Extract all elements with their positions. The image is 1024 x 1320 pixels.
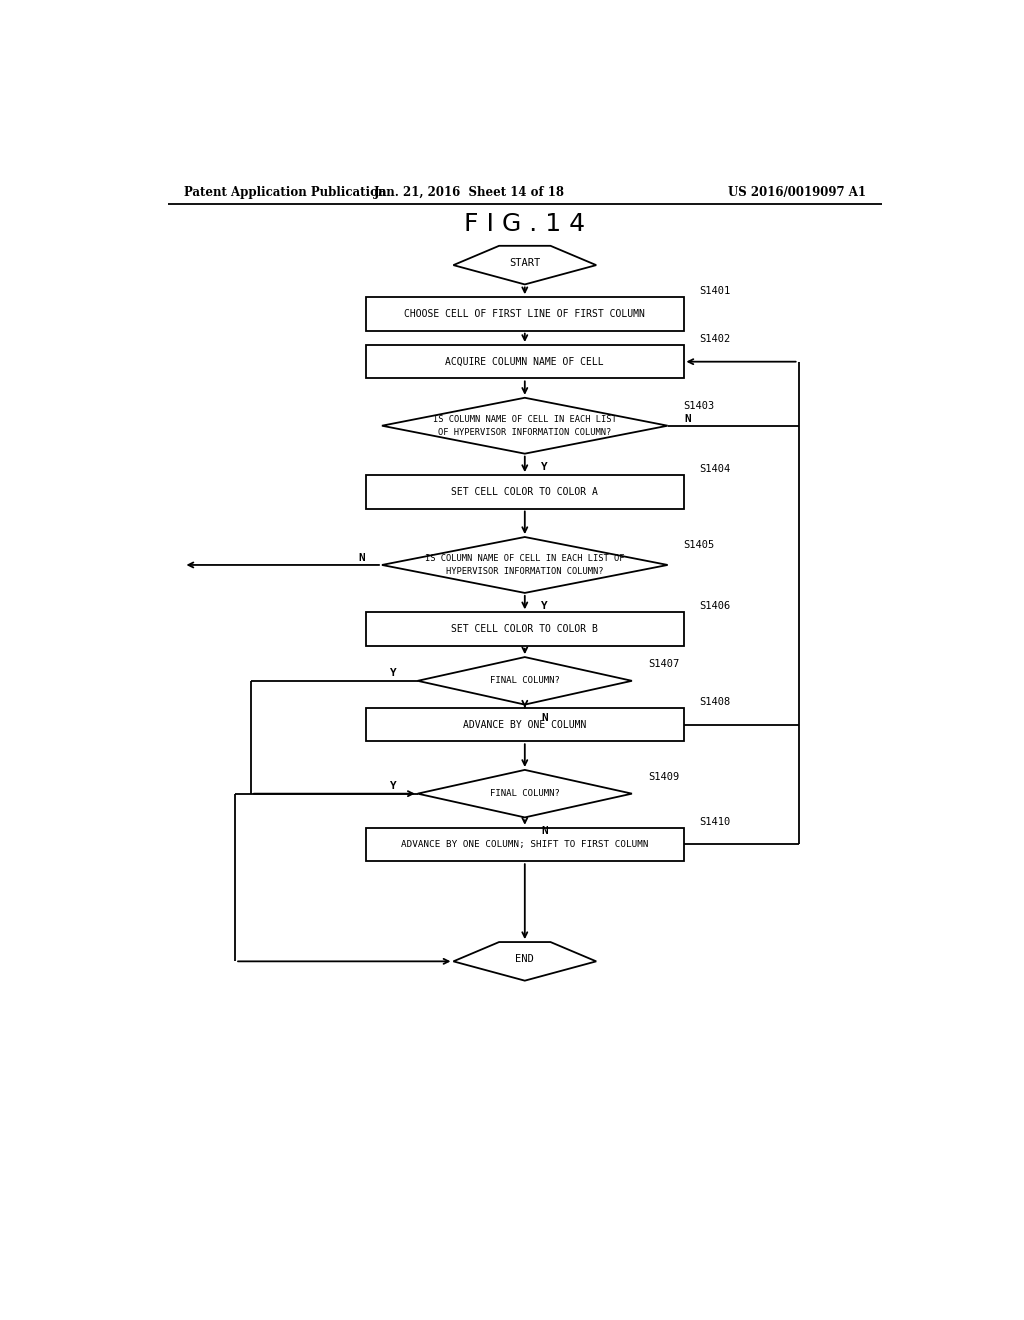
Text: Patent Application Publication: Patent Application Publication	[183, 186, 386, 199]
Bar	[367, 612, 684, 645]
Text: FINAL COLUMN?: FINAL COLUMN?	[489, 676, 560, 685]
Text: S1403: S1403	[684, 401, 715, 411]
Text: ADVANCE BY ONE COLUMN; SHIFT TO FIRST COLUMN: ADVANCE BY ONE COLUMN; SHIFT TO FIRST CO…	[401, 840, 648, 849]
Text: ACQUIRE COLUMN NAME OF CELL: ACQUIRE COLUMN NAME OF CELL	[445, 356, 604, 367]
Text: S1408: S1408	[699, 697, 731, 706]
Text: START: START	[509, 259, 541, 268]
Text: N: N	[542, 713, 548, 723]
Text: FINAL COLUMN?: FINAL COLUMN?	[489, 789, 560, 799]
Bar	[367, 345, 684, 379]
Text: N: N	[542, 825, 548, 836]
Text: SET CELL COLOR TO COLOR A: SET CELL COLOR TO COLOR A	[452, 487, 598, 496]
Text: CHOOSE CELL OF FIRST LINE OF FIRST COLUMN: CHOOSE CELL OF FIRST LINE OF FIRST COLUM…	[404, 309, 645, 319]
Text: Jan. 21, 2016  Sheet 14 of 18: Jan. 21, 2016 Sheet 14 of 18	[374, 186, 565, 199]
Text: HYPERVISOR INFORMATION COLUMN?: HYPERVISOR INFORMATION COLUMN?	[446, 568, 603, 576]
Bar	[367, 297, 684, 331]
Text: S1407: S1407	[648, 659, 679, 669]
Text: N: N	[358, 553, 366, 562]
Text: OF HYPERVISOR INFORMATION COLUMN?: OF HYPERVISOR INFORMATION COLUMN?	[438, 428, 611, 437]
Text: Y: Y	[390, 780, 397, 791]
Text: IS COLUMN NAME OF CELL IN EACH LIST: IS COLUMN NAME OF CELL IN EACH LIST	[433, 414, 616, 424]
Bar	[367, 828, 684, 861]
Text: ADVANCE BY ONE COLUMN: ADVANCE BY ONE COLUMN	[463, 719, 587, 730]
Text: Y: Y	[542, 462, 548, 471]
Text: US 2016/0019097 A1: US 2016/0019097 A1	[728, 186, 866, 199]
Text: S1410: S1410	[699, 817, 731, 826]
Bar	[367, 475, 684, 508]
Text: N: N	[684, 413, 691, 424]
Text: F I G . 1 4: F I G . 1 4	[464, 213, 586, 236]
Text: Y: Y	[542, 601, 548, 611]
Text: S1406: S1406	[699, 601, 731, 611]
Text: IS COLUMN NAME OF CELL IN EACH LIST OF: IS COLUMN NAME OF CELL IN EACH LIST OF	[425, 554, 625, 562]
Text: SET CELL COLOR TO COLOR B: SET CELL COLOR TO COLOR B	[452, 624, 598, 634]
Text: S1404: S1404	[699, 463, 731, 474]
Text: S1409: S1409	[648, 772, 679, 781]
Text: S1402: S1402	[699, 334, 731, 343]
Bar	[367, 708, 684, 742]
Text: S1401: S1401	[699, 286, 731, 296]
Text: END: END	[515, 954, 535, 965]
Text: S1405: S1405	[684, 540, 715, 550]
Text: Y: Y	[390, 668, 397, 677]
